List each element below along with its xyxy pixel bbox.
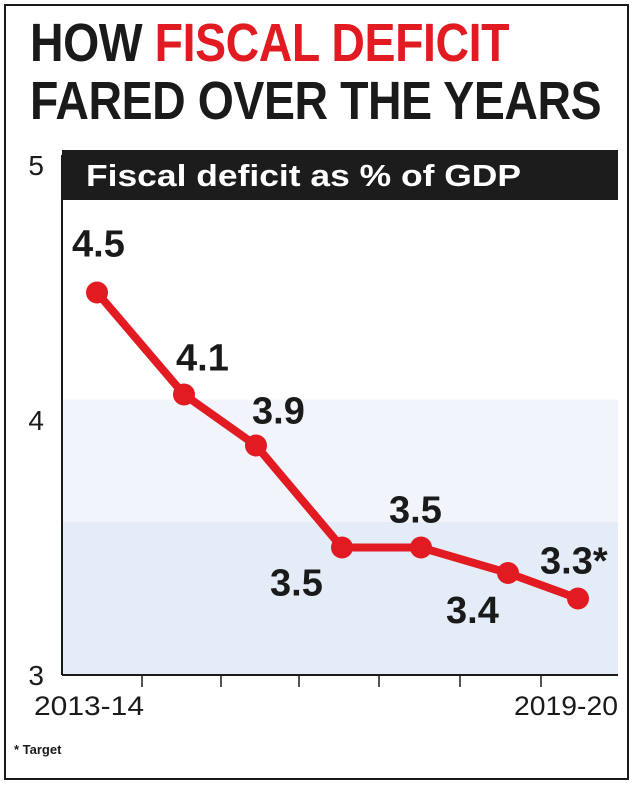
data-label: 3.4 bbox=[446, 590, 499, 632]
chart-title-banner bbox=[62, 150, 618, 200]
footnote: * Target bbox=[14, 742, 62, 757]
headline-part1: HOW bbox=[30, 13, 155, 73]
data-label: 3.5 bbox=[270, 563, 323, 605]
data-point bbox=[410, 536, 432, 559]
headline-line2: FARED OVER THE YEARS bbox=[30, 71, 602, 131]
x-tick-label: 2013-14 bbox=[34, 691, 144, 721]
data-point bbox=[331, 536, 353, 559]
data-point bbox=[86, 281, 108, 304]
chart-title: Fiscal deficit as % of GDP bbox=[86, 158, 521, 193]
background-band-light bbox=[62, 399, 618, 522]
headline: HOW FISCAL DEFICIT FARED OVER THE YEARS bbox=[30, 13, 602, 131]
data-label: 4.5 bbox=[72, 224, 125, 266]
headline-accent: FISCAL DEFICIT bbox=[154, 13, 510, 73]
data-label: 3.3* bbox=[540, 541, 608, 583]
data-point bbox=[245, 434, 267, 457]
data-label: 4.1 bbox=[176, 338, 229, 380]
x-tick-label: 2019-20 bbox=[514, 691, 618, 721]
x-ticks: 2013-14 2019-20 bbox=[34, 675, 618, 721]
data-points bbox=[86, 281, 589, 610]
data-label: 3.9 bbox=[252, 391, 305, 433]
y-tick-label: 4 bbox=[28, 405, 44, 436]
data-label: 3.5 bbox=[389, 490, 442, 532]
data-point bbox=[173, 383, 195, 406]
data-point bbox=[497, 562, 519, 584]
data-point bbox=[567, 587, 589, 610]
y-ticks: 3 4 5 bbox=[28, 150, 44, 691]
data-labels: 4.5 4.1 3.9 3.5 3.5 3.4 3.3* bbox=[72, 224, 608, 633]
y-tick-label: 3 bbox=[28, 660, 44, 691]
y-tick-label: 5 bbox=[28, 150, 44, 181]
